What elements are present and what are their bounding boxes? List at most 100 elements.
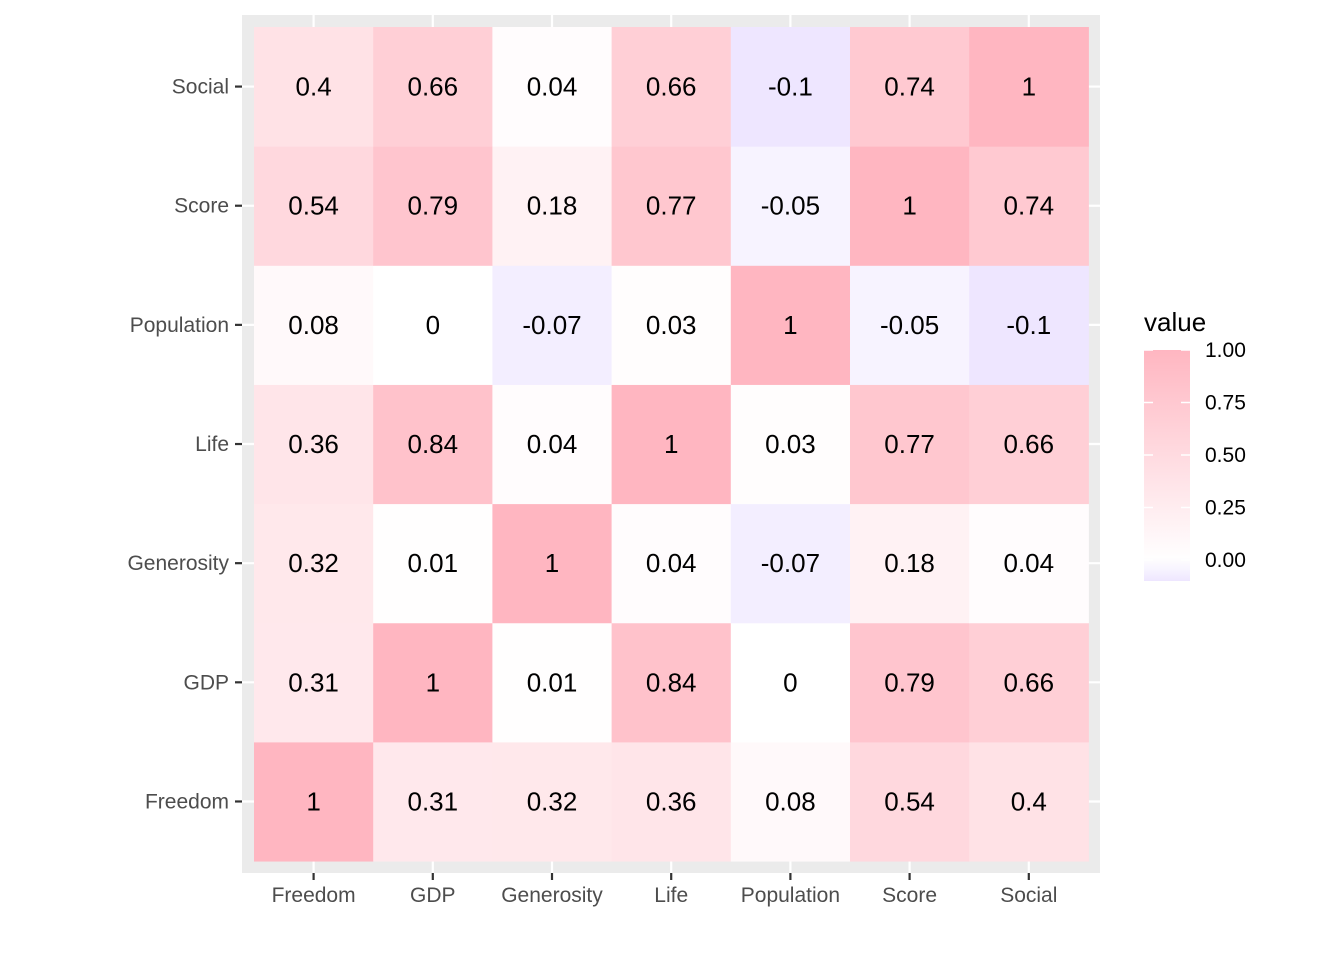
heatmap-cell — [254, 503, 374, 624]
cell-value-label: -0.05 — [761, 191, 820, 221]
heatmap-cell — [492, 265, 613, 385]
heatmap-cell — [850, 503, 970, 624]
heatmap-cell — [850, 27, 970, 147]
heatmap-cell — [492, 503, 613, 624]
legend-tick-label: 0.00 — [1205, 549, 1246, 572]
cell-value-label: 0.54 — [884, 786, 935, 816]
heatmap-cell — [373, 741, 493, 862]
x-axis: Freedom GDP Generosity Life Population Score S… — [272, 873, 1057, 907]
cell-value-label: 1 — [783, 310, 797, 340]
cell-value-label: -0.1 — [768, 72, 813, 102]
y-tick-label: Social — [172, 76, 229, 99]
cell-value-label: 0 — [426, 310, 440, 340]
cell-value-label: 0.66 — [1003, 429, 1054, 459]
legend-tick-label: 0.75 — [1205, 392, 1246, 415]
legend-colorbar — [1144, 350, 1190, 581]
cell-value-label: 0.66 — [646, 72, 697, 102]
cell-value-label: 0.4 — [1011, 786, 1047, 816]
y-tick-label: GDP — [183, 671, 229, 694]
legend-title: value — [1144, 307, 1206, 337]
heatmap-cell — [730, 27, 851, 147]
cell-value-label: 1 — [1022, 72, 1036, 102]
x-tick-label: Social — [1000, 884, 1057, 907]
heatmap-cell — [492, 27, 613, 147]
cell-value-label: 0.66 — [1003, 667, 1054, 697]
heatmap-cell — [611, 503, 732, 624]
legend-tick-label: 1.00 — [1205, 339, 1246, 362]
heatmap-cell — [730, 503, 851, 624]
cell-value-label: -0.05 — [880, 310, 939, 340]
cell-value-label: 1 — [902, 191, 916, 221]
cell-value-label: 0.31 — [288, 667, 339, 697]
cell-value-label: 0.66 — [407, 72, 458, 102]
y-tick-label: Score — [174, 195, 229, 218]
cell-value-label: 0.03 — [765, 429, 816, 459]
heatmap-cell — [373, 503, 493, 624]
cell-value-label: 0.04 — [1003, 548, 1054, 578]
cell-value-label: 0.4 — [296, 72, 332, 102]
x-tick-label: Population — [741, 884, 840, 907]
cell-value-label: -0.07 — [761, 548, 820, 578]
heatmap-cell — [373, 622, 493, 743]
cell-value-label: 0.31 — [407, 786, 458, 816]
x-tick-label: Generosity — [501, 884, 603, 907]
cell-value-label: -0.1 — [1006, 310, 1051, 340]
color-legend: value 0.00 0.25 0.50 0.75 1.00 — [1144, 307, 1246, 581]
cell-value-label: 0.01 — [527, 667, 578, 697]
heatmap-cell — [492, 622, 613, 743]
cell-value-label: 0.01 — [407, 548, 458, 578]
heatmap-cell — [730, 146, 851, 266]
cell-value-label: 0.74 — [1003, 191, 1054, 221]
heatmap-cell-labels: 1 0.31 0.32 0.36 0.08 0.54 0.4 0.31 1 0.01 0.84 0 0.… — [288, 72, 1054, 817]
x-tick-label: GDP — [410, 884, 456, 907]
heatmap-cell — [492, 384, 613, 505]
heatmap-cell — [969, 741, 1089, 862]
x-tick-label: Score — [882, 884, 937, 907]
legend-tick-label: 0.50 — [1205, 444, 1246, 467]
legend-ticks: 0.00 0.25 0.50 0.75 1.00 — [1144, 339, 1246, 572]
heatmap-cell — [730, 265, 851, 385]
cell-value-label: 0.74 — [884, 72, 935, 102]
heatmap-cell — [850, 741, 970, 862]
cell-value-label: 1 — [664, 429, 678, 459]
legend-tick-label: 0.25 — [1205, 497, 1246, 520]
cell-value-label: 1 — [545, 548, 559, 578]
cell-value-label: 0 — [783, 667, 797, 697]
heatmap-cell — [730, 741, 851, 862]
heatmap-cell — [254, 741, 374, 862]
y-axis: Freedom GDP Generosity Life Population Score S… — [127, 76, 242, 813]
cell-value-label: 0.36 — [646, 786, 697, 816]
cell-value-label: 0.77 — [646, 191, 697, 221]
y-tick-label: Generosity — [127, 552, 229, 575]
heatmap-cell — [611, 622, 732, 743]
heatmap-cell — [850, 622, 970, 743]
heatmap-cell — [969, 27, 1089, 147]
cell-value-label: 1 — [306, 786, 320, 816]
heatmap-cells — [254, 27, 1089, 862]
heatmap-cell — [969, 622, 1089, 743]
cell-value-label: 0.32 — [288, 548, 339, 578]
cell-value-label: 0.08 — [765, 786, 816, 816]
cell-value-label: 0.18 — [884, 548, 935, 578]
cell-value-label: 0.18 — [527, 191, 578, 221]
heatmap-cell — [850, 146, 970, 266]
cell-value-label: 0.84 — [646, 667, 697, 697]
heatmap-cell — [611, 741, 732, 862]
heatmap-cell — [254, 146, 374, 266]
cell-value-label: 0.03 — [646, 310, 697, 340]
x-tick-label: Life — [654, 884, 688, 907]
heatmap-cell — [611, 27, 732, 147]
heatmap-cell — [969, 503, 1089, 624]
cell-value-label: 0.32 — [527, 786, 578, 816]
heatmap-cell — [254, 265, 374, 385]
cell-value-label: 0.04 — [646, 548, 697, 578]
heatmap-cell — [730, 384, 851, 505]
cell-value-label: -0.07 — [522, 310, 581, 340]
heatmap-cell — [850, 384, 970, 505]
cell-value-label: 0.04 — [527, 72, 578, 102]
heatmap-cell — [969, 384, 1089, 505]
cell-value-label: 0.36 — [288, 429, 339, 459]
heatmap-cell — [730, 622, 851, 743]
heatmap-cell — [611, 265, 732, 385]
